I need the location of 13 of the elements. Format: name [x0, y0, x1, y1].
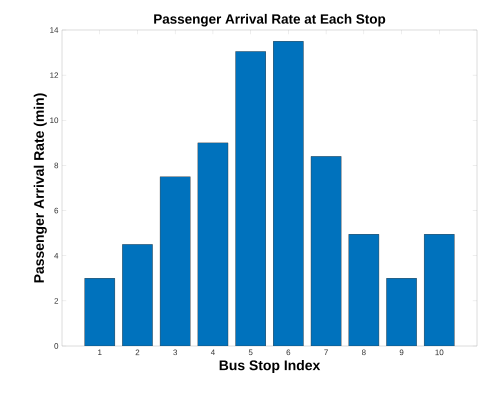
- bar: [84, 278, 115, 346]
- bar: [311, 156, 342, 346]
- bar: [273, 41, 304, 346]
- y-axis-title: Passenger Arrival Rate (min): [34, 93, 47, 282]
- bar: [348, 234, 379, 346]
- bar: [160, 176, 190, 346]
- bar: [424, 234, 455, 346]
- bar: [122, 244, 153, 346]
- x-axis-title: Bus Stop Index: [220, 360, 320, 373]
- bar: [198, 142, 228, 346]
- chart-title: Passenger Arrival Rate at Each Stop: [154, 14, 386, 26]
- bar: [386, 278, 417, 346]
- bar: [236, 51, 266, 346]
